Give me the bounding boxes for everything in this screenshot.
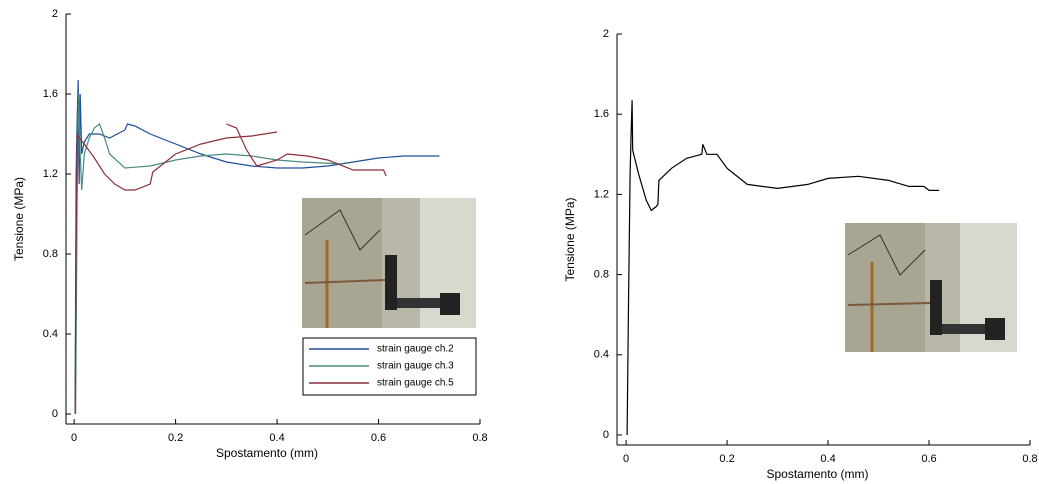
y-tick-label: 1.2	[43, 168, 58, 180]
y-tick-label: 1.6	[43, 88, 58, 100]
y-tick-label: 1.2	[594, 188, 609, 200]
y-tick-label: 0.4	[594, 349, 609, 361]
x-tick-label: 0.8	[1022, 453, 1037, 465]
x-tick-label: 0.2	[719, 453, 734, 465]
y-tick-label: 0	[603, 429, 609, 441]
y-tick-label: 0	[52, 408, 58, 420]
x-tick-label: 0.2	[168, 432, 183, 444]
y-axis-title: Tensione (MPa)	[563, 197, 577, 281]
y-tick-label: 0.8	[43, 248, 58, 260]
photo	[302, 198, 476, 328]
y-axis-title: Tensione (MPa)	[12, 177, 26, 261]
data-line	[75, 93, 344, 415]
photo	[845, 223, 1017, 352]
data-line	[74, 123, 387, 415]
x-tick-label: 0.4	[269, 432, 284, 444]
data-line	[626, 100, 940, 436]
legend-label: strain gauge ch.3	[377, 361, 454, 372]
y-tick-label: 0.8	[594, 268, 609, 280]
data-line	[74, 79, 440, 415]
x-tick-label: 0	[71, 432, 77, 444]
x-tick-label: 0.6	[371, 432, 386, 444]
x-tick-label: 0.8	[472, 432, 487, 444]
y-tick-label: 0.4	[43, 328, 58, 340]
legend-label: strain gauge ch.2	[377, 344, 454, 355]
y-tick-label: 1.6	[594, 108, 609, 120]
x-tick-label: 0	[623, 453, 629, 465]
legend-label: strain gauge ch.5	[377, 378, 454, 389]
y-tick-label: 2	[603, 28, 609, 40]
x-axis-title: Spostamento (mm)	[216, 446, 318, 460]
x-tick-label: 0.6	[921, 453, 936, 465]
x-axis-title: Spostamento (mm)	[766, 467, 868, 481]
x-tick-label: 0.4	[820, 453, 835, 465]
y-tick-label: 2	[52, 8, 58, 20]
